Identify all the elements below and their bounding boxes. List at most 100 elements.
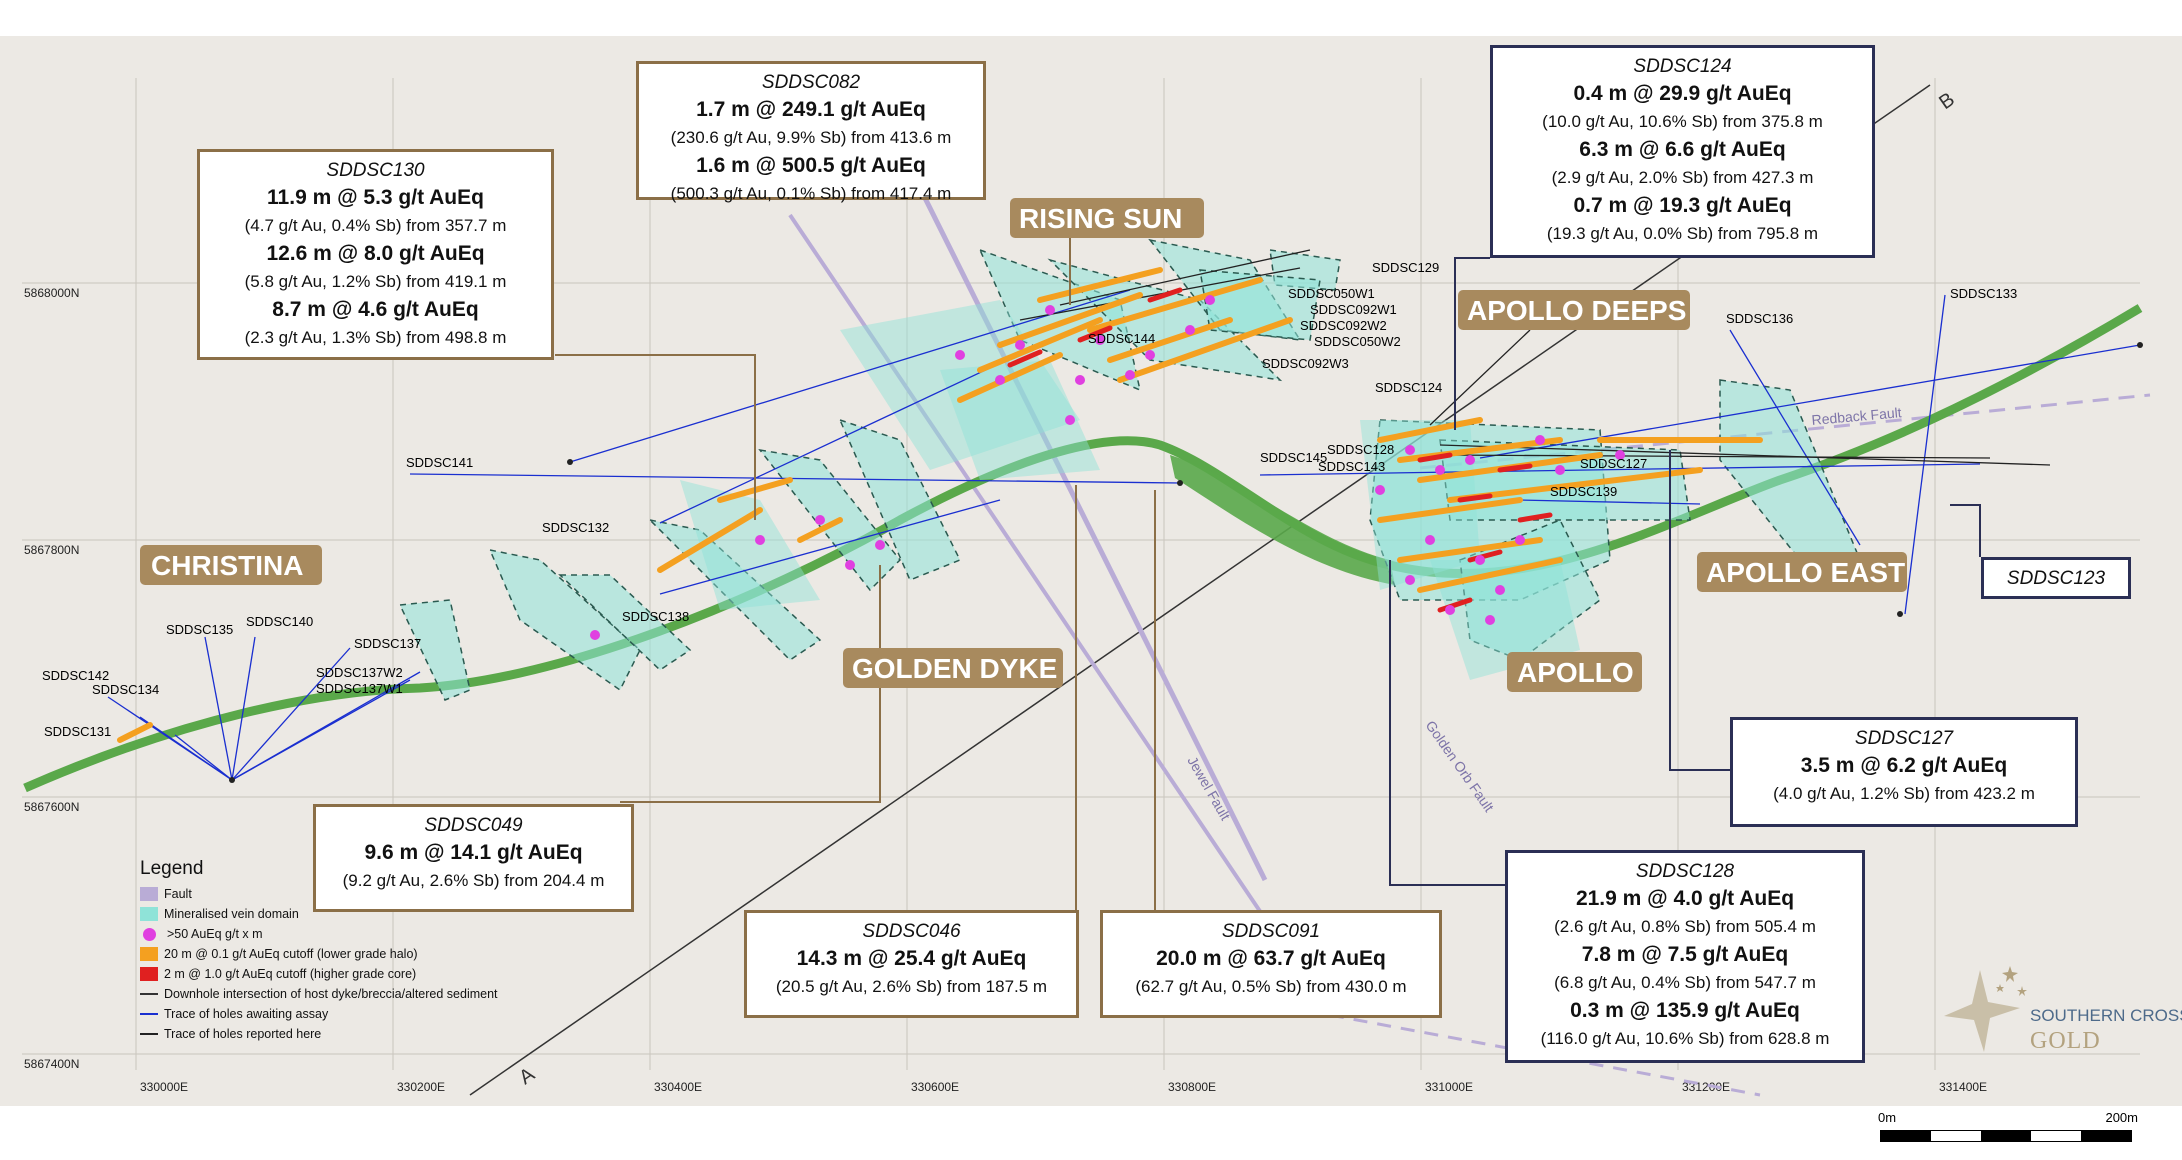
callout-detail: (5.8 g/t Au, 1.2% Sb) from 419.1 m: [244, 272, 507, 291]
hole-label: SDDSC131: [44, 724, 111, 739]
callout-intercept: 11.9 m @ 5.3 g/t AuEq: [267, 186, 484, 209]
callout-title: SDDSC091: [1221, 921, 1321, 942]
callout-title: SDDSC082: [761, 72, 861, 93]
hole-label: SDDSC133: [1950, 286, 2017, 301]
legend-item-fault: Fault: [140, 884, 570, 904]
grid-label-easting: 330000E: [140, 1080, 188, 1094]
legend-item-awaiting-assay: Trace of holes awaiting assay: [140, 1004, 570, 1024]
legend-label: Trace of holes reported here: [164, 1027, 322, 1041]
callout-intercept: 12.6 m @ 8.0 g/t AuEq: [266, 242, 485, 265]
zone-labels: CHRISTINA RISING SUN APOLLO DEEPS GOLDEN…: [140, 198, 1907, 692]
legend-line: [140, 1033, 158, 1035]
legend-item-higher-grade: 2 m @ 1.0 g/t AuEq cutoff (higher grade …: [140, 964, 570, 984]
callout-intercept: 3.5 m @ 6.2 g/t AuEq: [1800, 754, 2008, 777]
callout-intercept: 14.3 m @ 25.4 g/t AuEq: [796, 947, 1027, 970]
callout-sddsc130: SDDSC130 11.9 m @ 5.3 g/t AuEq (4.7 g/t …: [197, 149, 554, 360]
scale-start-label: 0m: [1878, 1110, 1897, 1125]
scale-end-label: 200m: [2105, 1110, 2138, 1125]
callout-title: SDDSC128: [1635, 861, 1735, 882]
callout-detail: (500.3 g/t Au, 0.1% Sb) from 417.4 m: [670, 184, 952, 203]
grid-label-easting: 331400E: [1939, 1080, 1987, 1094]
legend-swatch: [140, 947, 158, 961]
legend-line: [140, 1013, 158, 1015]
scale-bar: 0m 200m: [1878, 1110, 2138, 1150]
hole-label: SDDSC124: [1375, 380, 1442, 395]
hole-collars: [229, 342, 2143, 783]
grid-label-northing: 5867800N: [24, 543, 79, 557]
grid-label-easting: 330400E: [654, 1080, 702, 1094]
legend-swatch: [140, 887, 158, 901]
callout-intercept: 9.6 m @ 14.1 g/t AuEq: [364, 841, 583, 864]
legend-label: 20 m @ 0.1 g/t AuEq cutoff (lower grade …: [164, 947, 418, 961]
callout-detail: (19.3 g/t Au, 0.0% Sb) from 795.8 m: [1546, 224, 1819, 243]
legend-label: 2 m @ 1.0 g/t AuEq cutoff (higher grade …: [164, 967, 417, 981]
hole-label: SDDSC050W1: [1288, 286, 1375, 301]
callout-detail: (116.0 g/t Au, 10.6% Sb) from 628.8 m: [1540, 1029, 1830, 1048]
hole-label: SDDSC144: [1088, 331, 1155, 346]
high-grade-dots: [590, 295, 1625, 640]
legend-label: >50 AuEq g/t x m: [167, 927, 263, 941]
callout-detail: (2.3 g/t Au, 1.3% Sb) from 498.8 m: [244, 328, 507, 347]
legend-item-reported: Trace of holes reported here: [140, 1024, 570, 1044]
legend-swatch: [140, 967, 158, 981]
callout-intercept: 8.7 m @ 4.6 g/t AuEq: [272, 298, 479, 321]
legend-label: Fault: [164, 887, 192, 901]
callout-sddsc123: SDDSC123: [1981, 557, 2131, 599]
assay-intersections: [117, 267, 1763, 743]
legend-item-lower-grade: 20 m @ 0.1 g/t AuEq cutoff (lower grade …: [140, 944, 570, 964]
callout-sddsc049: SDDSC049 9.6 m @ 14.1 g/t AuEq (9.2 g/t …: [313, 804, 634, 912]
zone-label-apollo-east: APOLLO EAST: [1706, 557, 1905, 588]
zone-label-christina: CHRISTINA: [151, 550, 303, 581]
hole-label: SDDSC143: [1318, 459, 1385, 474]
grid-label-easting: 330600E: [911, 1080, 959, 1094]
callout-intercept: 0.4 m @ 29.9 g/t AuEq: [1573, 82, 1792, 105]
hole-label: SDDSC137W2: [316, 665, 403, 680]
callout-intercept: 20.0 m @ 63.7 g/t AuEq: [1156, 947, 1386, 970]
legend-item-high-grade-dot: >50 AuEq g/t x m: [140, 924, 570, 944]
hole-label: SDDSC137: [354, 636, 421, 651]
grid-label-easting: 331000E: [1425, 1080, 1473, 1094]
callout-leaders: [555, 198, 1981, 910]
grid-label-northing: 5867400N: [24, 1057, 79, 1071]
grid-label-easting: 330800E: [1168, 1080, 1216, 1094]
fault-golden-orb: [788, 213, 1332, 1017]
zone-label-apollo-deeps: APOLLO DEEPS: [1467, 295, 1686, 326]
zone-label-rising-sun: RISING SUN: [1019, 203, 1182, 234]
hole-label: SDDSC137W1: [316, 681, 403, 696]
callout-detail: (20.5 g/t Au, 2.6% Sb) from 187.5 m: [775, 977, 1048, 996]
callout-sddsc091: SDDSC091 20.0 m @ 63.7 g/t AuEq (62.7 g/…: [1100, 910, 1442, 1018]
legend-swatch: [140, 907, 158, 921]
callout-title: SDDSC049: [424, 815, 523, 836]
grid-label-northing: 5868000N: [24, 286, 79, 300]
callout-intercept: 21.9 m @ 4.0 g/t AuEq: [1575, 887, 1795, 910]
hole-label: SDDSC135: [166, 622, 233, 637]
callout-intercept: 1.7 m @ 249.1 g/t AuEq: [696, 98, 926, 121]
hole-label: SDDSC092W1: [1310, 302, 1397, 317]
legend-label: Trace of holes awaiting assay: [164, 1007, 329, 1021]
vein-domains-soft: [680, 300, 1580, 680]
callout-title: SDDSC123: [2006, 568, 2106, 589]
callout-sddsc124: SDDSC124 0.4 m @ 29.9 g/t AuEq (10.0 g/t…: [1490, 45, 1875, 258]
grid-label-easting: 330200E: [397, 1080, 445, 1094]
callout-title: SDDSC124: [1633, 56, 1732, 77]
legend-label: Downhole intersection of host dyke/brecc…: [164, 987, 498, 1001]
star-logo-icon: [1944, 966, 2027, 1052]
callout-detail: (6.8 g/t Au, 0.4% Sb) from 547.7 m: [1554, 973, 1816, 992]
callout-sddsc128: SDDSC128 21.9 m @ 4.0 g/t AuEq (2.6 g/t …: [1505, 850, 1865, 1063]
legend-line: [140, 993, 158, 995]
callout-intercept: 0.3 m @ 135.9 g/t AuEq: [1570, 999, 1800, 1022]
hole-labels: SDDSC129 SDDSC050W1 SDDSC092W1 SDDSC092W…: [42, 260, 2017, 739]
hole-label: SDDSC134: [92, 682, 159, 697]
callout-sddsc127: SDDSC127 3.5 m @ 6.2 g/t AuEq (4.0 g/t A…: [1730, 717, 2078, 827]
callout-detail: (2.9 g/t Au, 2.0% Sb) from 427.3 m: [1551, 168, 1814, 187]
brand-name: GOLD: [2030, 1028, 2101, 1054]
callout-title: SDDSC130: [326, 160, 425, 181]
callout-sddsc082: SDDSC082 1.7 m @ 249.1 g/t AuEq (230.6 g…: [636, 61, 986, 203]
callout-detail: (4.7 g/t Au, 0.4% Sb) from 357.7 m: [244, 216, 507, 235]
southern-cross-gold-logo: SOUTHERN CROSS GOLD: [1940, 950, 2182, 1060]
callout-intercept: 0.7 m @ 19.3 g/t AuEq: [1573, 194, 1792, 217]
scale-segments: [1880, 1130, 2132, 1142]
callout-title: SDDSC046: [862, 921, 961, 942]
callout-title: SDDSC127: [1854, 728, 1954, 749]
callout-detail: (9.2 g/t Au, 2.6% Sb) from 204.4 m: [342, 871, 605, 890]
